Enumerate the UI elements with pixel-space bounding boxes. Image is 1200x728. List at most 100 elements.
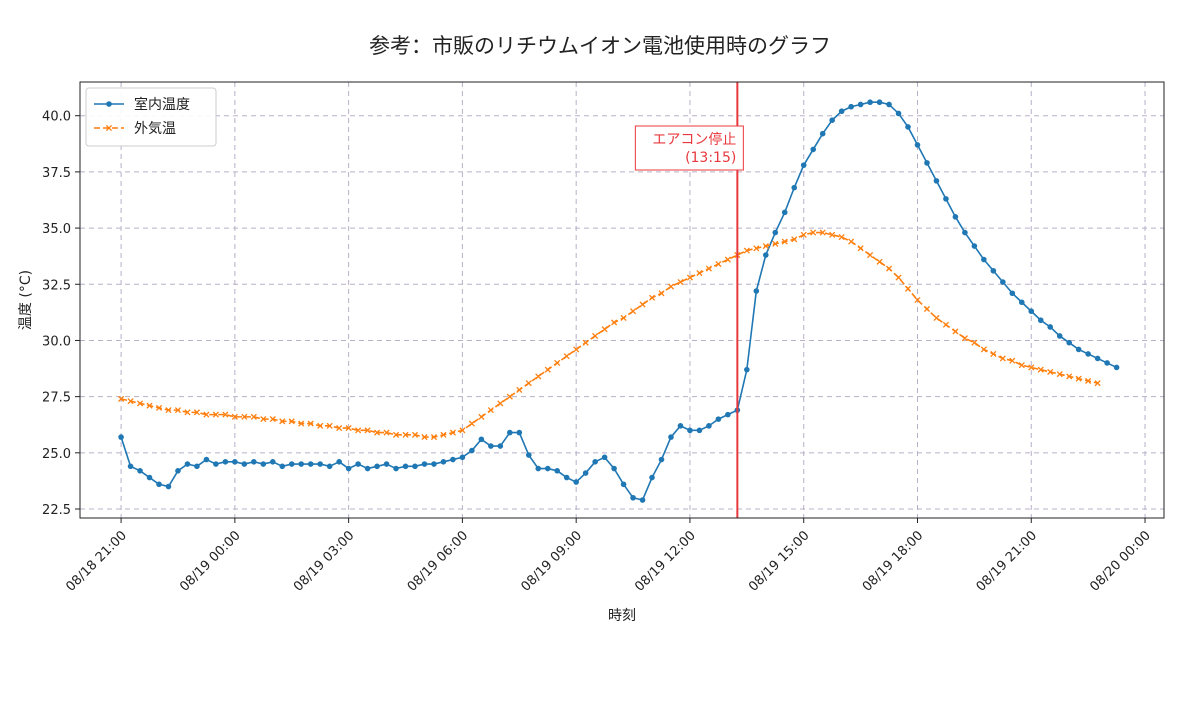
series-0 [118, 99, 1120, 503]
data-point [981, 256, 987, 263]
data-point [307, 420, 314, 427]
data-point [383, 429, 390, 436]
data-point [1047, 324, 1054, 330]
data-point [411, 431, 419, 438]
x-axis-label: 時刻 [608, 608, 636, 624]
data-point [402, 463, 409, 470]
data-point [658, 456, 665, 463]
annotation-time: (13:15) [685, 150, 736, 166]
data-point [895, 110, 902, 117]
series-layer [118, 99, 1120, 503]
data-point [667, 283, 675, 290]
data-point [468, 420, 475, 427]
x-tick-label: 08/19 15:00 [746, 528, 813, 595]
plot-area-frame [79, 81, 1165, 519]
data-point [1037, 366, 1044, 373]
legend-marker [105, 124, 113, 132]
data-point [772, 229, 779, 236]
y-tick-label: 32.5 [42, 278, 71, 293]
data-point [1028, 308, 1035, 315]
data-point [819, 130, 826, 137]
legend-label: 室内温度 [134, 96, 190, 113]
data-point [904, 285, 912, 292]
data-point [364, 427, 371, 434]
annotation-layer: エアコン停止 (13:15) [634, 82, 744, 518]
data-point [421, 434, 428, 441]
data-point [450, 456, 456, 463]
data-point [288, 418, 295, 425]
data-point [573, 346, 580, 353]
data-point [194, 463, 200, 470]
data-point [971, 243, 978, 249]
legend-label: 外気温 [134, 121, 176, 137]
data-point [440, 459, 447, 465]
y-tick-label: 22.5 [42, 503, 71, 518]
data-point [231, 413, 238, 420]
data-point [1018, 362, 1025, 369]
legend-box [85, 87, 217, 147]
y-tick-label: 27.5 [42, 391, 71, 406]
data-point [544, 366, 551, 373]
data-point [251, 459, 257, 465]
data-point [127, 463, 134, 470]
annotation-text: エアコン停止 [652, 131, 736, 148]
data-point [421, 461, 428, 467]
data-point [430, 434, 438, 441]
data-point [620, 314, 627, 322]
data-point [914, 142, 921, 148]
data-point [326, 422, 333, 429]
data-point [630, 494, 636, 501]
data-point [1075, 346, 1082, 353]
data-point [848, 238, 855, 245]
data-point [146, 474, 153, 481]
data-point [857, 245, 864, 252]
chart-title: 参考：市販のリチウムイオン電池使用時のグラフ [369, 34, 831, 58]
series-1 [118, 229, 1101, 441]
data-point [393, 465, 399, 472]
data-point [478, 436, 485, 443]
data-point [203, 411, 210, 418]
data-point [506, 393, 513, 400]
data-point [924, 160, 930, 166]
data-point [525, 380, 532, 387]
data-point [232, 459, 238, 465]
data-point [781, 209, 788, 216]
x-tick-label: 08/19 00:00 [177, 528, 244, 595]
data-point [431, 461, 437, 467]
data-point [961, 335, 968, 342]
data-point [1085, 377, 1092, 384]
data-point [848, 103, 854, 110]
data-point [156, 481, 162, 488]
data-point [582, 339, 589, 346]
data-point [459, 427, 466, 434]
data-point [819, 229, 826, 236]
data-point [535, 373, 542, 380]
data-point [980, 346, 987, 353]
x-tick-label: 08/19 06:00 [405, 528, 472, 595]
data-point [1085, 351, 1091, 357]
data-point [392, 431, 400, 438]
data-point [326, 463, 333, 470]
data-point [933, 314, 940, 322]
data-point [753, 245, 760, 252]
data-point [990, 350, 997, 357]
data-point [222, 459, 229, 465]
data-point [459, 454, 466, 461]
data-point [905, 124, 911, 130]
data-point [999, 355, 1006, 362]
data-point [762, 243, 769, 250]
data-point [952, 214, 959, 220]
data-point [563, 353, 570, 360]
data-point [260, 416, 267, 423]
data-point [743, 247, 750, 254]
data-point [298, 420, 305, 427]
data-point [639, 301, 646, 308]
data-point [744, 366, 750, 373]
data-point [724, 256, 731, 263]
data-point [630, 308, 637, 315]
x-tick-label: 08/19 03:00 [291, 528, 358, 595]
data-point [696, 269, 703, 277]
data-point [336, 425, 343, 432]
data-point [867, 99, 873, 106]
